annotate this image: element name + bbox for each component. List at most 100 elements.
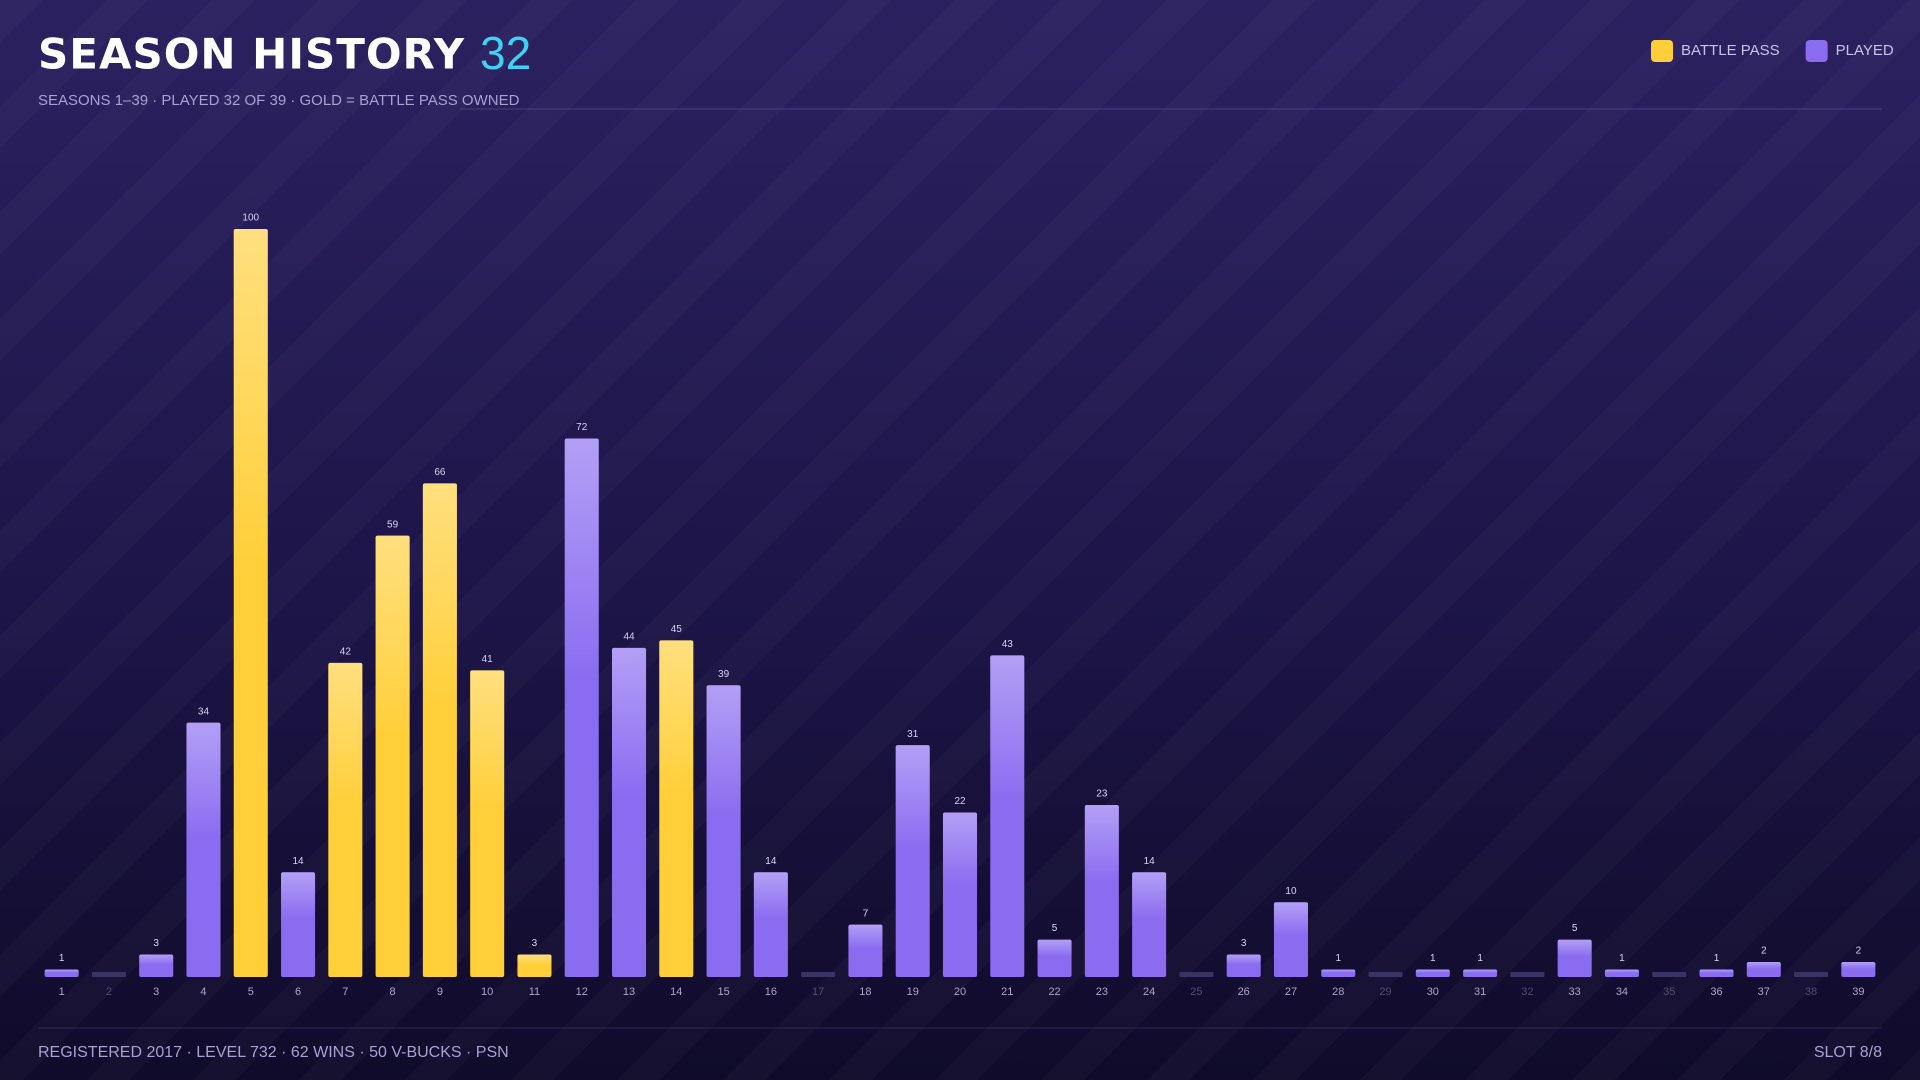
bar-sheen: [612, 647, 647, 796]
value-label: 1: [1619, 953, 1625, 964]
season-label: 35: [1663, 986, 1675, 998]
season-label: 18: [859, 986, 871, 998]
season-label: 11: [529, 986, 540, 998]
season-label: 17: [812, 986, 824, 998]
season-label: 39: [1852, 986, 1864, 998]
season-label: 8: [390, 986, 396, 998]
season-label: 36: [1710, 986, 1722, 998]
bar-sheen: [470, 670, 505, 809]
season-label: 24: [1143, 986, 1155, 998]
value-label: 31: [907, 729, 919, 740]
bar-sheen: [1415, 969, 1450, 973]
season-label: 27: [1285, 986, 1297, 998]
season-label: 10: [481, 986, 493, 998]
season-label: 38: [1805, 986, 1817, 998]
value-label: 72: [576, 422, 588, 433]
value-label: 14: [1144, 856, 1156, 867]
value-label: 44: [623, 632, 635, 643]
bar-sheen: [706, 685, 741, 817]
value-label: 3: [532, 938, 538, 949]
season-label: 30: [1427, 986, 1439, 998]
season-label: 31: [1474, 986, 1486, 998]
bar-sheen: [1084, 804, 1119, 883]
legend-swatch: [1651, 40, 1673, 62]
bar-sheen: [1746, 962, 1781, 969]
value-label: 1: [1335, 953, 1341, 964]
value-label: 1: [1430, 953, 1436, 964]
bar-sheen: [422, 483, 457, 706]
bar-sheen: [1226, 954, 1261, 965]
footer-info: REGISTERED 2017 · LEVEL 732 · 62 WINS · …: [38, 1044, 509, 1061]
bar-sheen: [848, 924, 883, 949]
value-label: 10: [1285, 886, 1297, 897]
bar-sheen: [1699, 969, 1734, 973]
value-label: 42: [340, 646, 352, 657]
season-label: 16: [765, 986, 777, 998]
season-label: 13: [623, 986, 635, 998]
value-label: 59: [387, 519, 399, 530]
bar-sheen: [942, 812, 978, 887]
legend-label: BATTLE PASS: [1681, 42, 1780, 59]
value-label: 2: [1856, 946, 1862, 957]
value-label: 5: [1572, 923, 1578, 934]
season-label: 21: [1001, 986, 1013, 998]
season-label: 20: [954, 986, 966, 998]
bar-sheen: [990, 655, 1025, 801]
bar-sheen: [1841, 962, 1876, 969]
bar-sheen: [1463, 969, 1498, 973]
season-label: 28: [1332, 986, 1344, 998]
season-label: 15: [717, 986, 729, 998]
value-label: 1: [1714, 953, 1720, 964]
value-label: 1: [59, 953, 65, 964]
bar-sheen: [281, 872, 316, 920]
season-label: 6: [295, 986, 301, 998]
season-label: 4: [200, 986, 206, 998]
bar-sheen: [44, 969, 79, 973]
season-label: 34: [1616, 986, 1628, 998]
empty-slot: [1368, 972, 1403, 977]
value-label: 22: [954, 796, 966, 807]
value-label: 66: [434, 467, 446, 478]
value-label: 14: [292, 856, 304, 867]
empty-slot: [1794, 972, 1829, 977]
value-label: 39: [718, 669, 730, 680]
value-label: 23: [1096, 789, 1108, 800]
bar-sheen: [1037, 939, 1072, 957]
legend-label: PLAYED: [1836, 42, 1894, 59]
season-label: 1: [59, 986, 65, 998]
season-label: 5: [248, 986, 254, 998]
value-label: 3: [1241, 938, 1247, 949]
value-label: 5: [1052, 923, 1058, 934]
season-label: 19: [907, 986, 919, 998]
season-label: 12: [576, 986, 588, 998]
season-label: 25: [1190, 986, 1202, 998]
bar-sheen: [139, 954, 174, 965]
bar-sheen: [1132, 872, 1167, 920]
season-label: 7: [342, 986, 348, 998]
subtitle: SEASONS 1–39 · PLAYED 32 OF 39 · GOLD = …: [38, 92, 520, 109]
bar-sheen: [895, 745, 930, 850]
season-label: 2: [106, 986, 112, 998]
season-label: 29: [1379, 986, 1391, 998]
bar-sheen: [564, 438, 599, 681]
bar-sheen: [233, 229, 268, 566]
empty-slot: [1179, 972, 1214, 977]
bar-sheen: [1321, 969, 1356, 973]
season-label: 33: [1569, 986, 1581, 998]
value-label: 3: [153, 938, 159, 949]
empty-slot: [1652, 972, 1687, 977]
value-label: 1: [1477, 953, 1483, 964]
season-label: 32: [1521, 986, 1533, 998]
season-label: 3: [153, 986, 159, 998]
footer-slot: SLOT 8/8: [1814, 1044, 1882, 1061]
played-count: 32: [480, 27, 531, 79]
bar-sheen: [1604, 969, 1639, 973]
season-label: 23: [1096, 986, 1108, 998]
season-label: 22: [1048, 986, 1060, 998]
season-label: 26: [1238, 986, 1250, 998]
bar-sheen: [753, 872, 788, 920]
value-label: 43: [1002, 639, 1014, 650]
empty-slot: [1510, 972, 1545, 977]
